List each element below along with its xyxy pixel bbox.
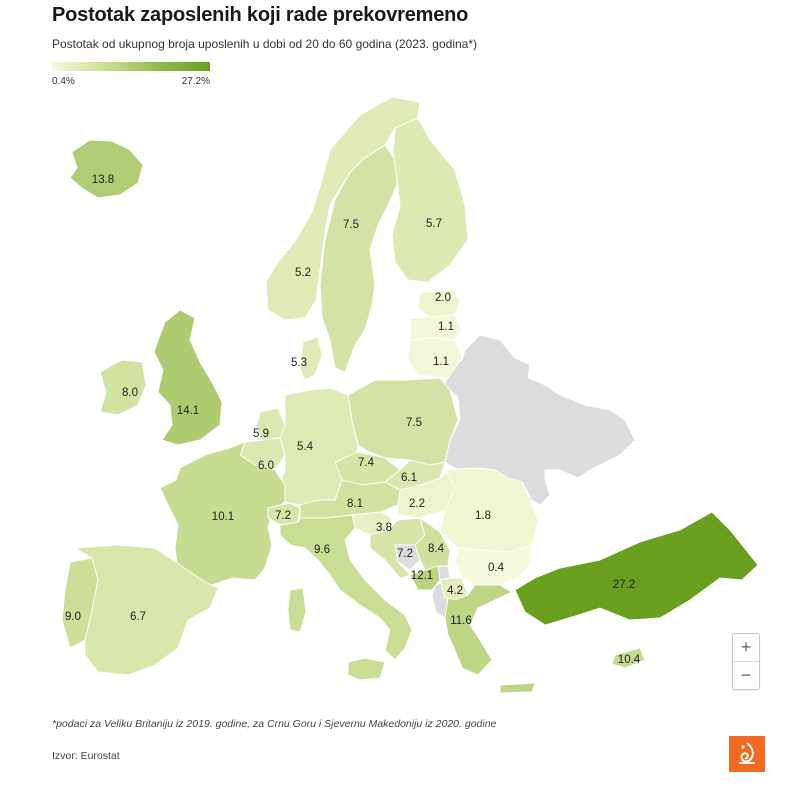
country-croatia[interactable] xyxy=(369,517,426,579)
value-label-czechia: 7.4 xyxy=(358,457,375,469)
value-label-bulgaria: 0.4 xyxy=(488,562,505,574)
value-label-italy: 9.6 xyxy=(314,544,330,556)
country-bulgaria[interactable] xyxy=(454,544,533,586)
value-label-sweden: 7.5 xyxy=(343,219,359,231)
country-lithuania[interactable] xyxy=(407,337,463,379)
value-label-united-kingdom: 14.1 xyxy=(177,405,199,417)
legend-gradient-bar xyxy=(52,62,210,71)
chart-title: Postotak zaposlenih koji rade prekovreme… xyxy=(52,4,469,26)
value-label-portugal: 9.0 xyxy=(65,611,81,623)
value-label-iceland: 13.8 xyxy=(92,174,114,186)
value-label-spain: 6.7 xyxy=(130,611,146,623)
country-greece[interactable] xyxy=(444,584,536,694)
value-label-austria: 8.1 xyxy=(347,498,363,510)
value-label-latvia: 1.1 xyxy=(438,321,454,333)
country-sweden[interactable] xyxy=(319,144,398,373)
zoom-out-button[interactable]: − xyxy=(733,661,759,689)
europe-map[interactable]: 13.8 7.5 5.7 5.2 2.0 1.1 1.1 5.3 8.0 14.1 5.9 5.4 7.… xyxy=(0,85,800,705)
zoom-in-button[interactable]: + xyxy=(740,637,752,657)
value-label-belgium: 6.0 xyxy=(258,460,274,472)
country-latvia[interactable] xyxy=(409,314,463,341)
value-label-denmark: 5.3 xyxy=(291,357,307,369)
value-label-netherlands: 5.9 xyxy=(253,428,269,440)
value-label-finland: 5.7 xyxy=(426,218,442,230)
value-label-north-macedonia: 4.2 xyxy=(447,585,463,597)
zoom-control: + − xyxy=(732,633,760,690)
country-norway[interactable] xyxy=(265,96,421,321)
value-label-lithuania: 1.1 xyxy=(433,356,449,368)
country-cyprus[interactable] xyxy=(611,647,646,669)
country-denmark[interactable] xyxy=(299,336,323,381)
legend-max-label: 27.2% xyxy=(181,76,210,87)
color-legend: 0.4% 27.2% xyxy=(52,62,210,87)
value-label-turkey: 27.2 xyxy=(613,579,635,591)
country-finland[interactable] xyxy=(391,117,469,283)
country-italy[interactable] xyxy=(279,514,413,681)
value-label-france: 10.1 xyxy=(212,511,234,523)
value-label-poland: 7.5 xyxy=(406,417,422,429)
value-label-romania: 1.8 xyxy=(475,510,491,522)
value-label-estonia: 2.0 xyxy=(435,292,451,304)
country-united-kingdom[interactable] xyxy=(153,309,223,446)
value-label-germany: 5.4 xyxy=(297,441,314,453)
country-iceland[interactable] xyxy=(69,139,144,199)
value-label-switzerland: 7.2 xyxy=(275,510,291,522)
footnote: *podaci za Veliku Britaniju iz 2019. god… xyxy=(52,718,497,730)
country-spain[interactable] xyxy=(74,544,219,676)
country-poland[interactable] xyxy=(347,377,459,466)
country-ireland[interactable] xyxy=(99,359,147,416)
value-label-slovenia: 3.8 xyxy=(376,522,392,534)
al-jazeera-logo xyxy=(729,736,765,772)
value-label-norway: 5.2 xyxy=(295,267,311,279)
country-france[interactable] xyxy=(159,441,286,586)
legend-min-label: 0.4% xyxy=(52,76,75,87)
value-label-croatia: 7.2 xyxy=(397,548,413,560)
value-label-montenegro: 12.1 xyxy=(411,570,433,582)
country-russia-belarus-ukraine[interactable] xyxy=(444,334,636,506)
value-label-ireland: 8.0 xyxy=(122,387,138,399)
source-credit: Izvor: Eurostat xyxy=(52,750,120,762)
value-label-serbia: 8.4 xyxy=(428,543,445,555)
value-label-greece: 11.6 xyxy=(450,615,472,627)
value-label-hungary: 2.2 xyxy=(409,498,425,510)
country-turkey[interactable] xyxy=(514,511,759,626)
chart-subtitle: Postotak od ukupnog broja uposlenih u do… xyxy=(52,37,477,51)
value-label-cyprus: 10.4 xyxy=(618,654,641,666)
value-label-slovakia: 6.1 xyxy=(401,472,417,484)
